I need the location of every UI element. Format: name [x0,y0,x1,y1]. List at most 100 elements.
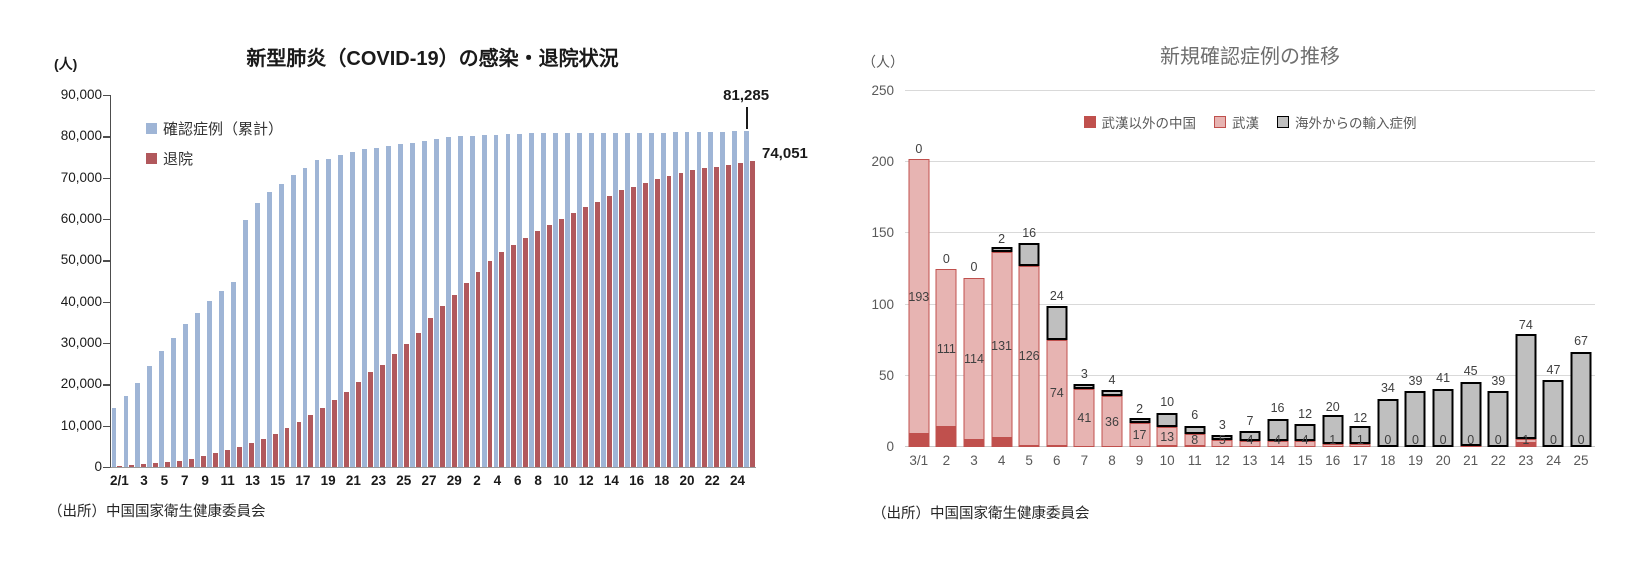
bar-confirmed [290,175,296,467]
bar-confirmed [386,146,392,467]
stacked-bar [1349,426,1371,447]
bar-discharged [368,372,374,467]
day-slot: 3 41 [1071,91,1099,447]
legend-swatch-icon [1277,116,1289,128]
bar-confirmed [457,136,463,467]
segment-china-other [1156,445,1178,447]
bar-confirmed [254,203,260,467]
segment-imported [1156,412,1178,428]
x-tick-label [310,474,320,488]
x-tick-label [170,474,180,488]
x-tick-label [210,474,220,488]
y-tick-mark [103,136,110,138]
label-wuhan-value: 0 [1549,432,1557,447]
day-slot [457,95,469,467]
day-slot [636,95,648,467]
y-tick-mark [103,425,110,428]
day-slot [350,95,362,467]
x-tick-label: 16 [1325,453,1341,468]
segment-imported [1570,351,1592,447]
day-slot: 4 36 [1098,91,1126,447]
stacked-bar [1487,391,1509,447]
label-imported-value: 7 [1246,413,1254,428]
bar-confirmed [493,134,499,467]
day-slot: 39 0 [1484,91,1512,447]
bar-discharged [272,433,278,467]
segment-imported [991,247,1013,252]
segment-china-other [1046,445,1068,447]
bar-confirmed [589,132,594,467]
bar-discharged [690,170,696,467]
stacked-bar [1570,351,1592,447]
x-tick-label: 10 [1159,453,1175,468]
segment-wuhan [1267,441,1289,447]
x-tick-label: 9 [201,473,209,488]
bar-discharged [427,317,433,467]
x-tick-label [644,474,654,488]
y-tick-mark [103,95,110,97]
label-wuhan-value: 131 [991,338,1013,353]
left-chart-title: 新型肺炎（COVID-19）の感染・退院状況 [246,48,619,70]
bar-confirmed [648,132,654,467]
bar-confirmed [565,133,571,467]
segment-wuhan [1129,422,1151,447]
label-wuhan-value: 8 [1191,432,1199,447]
day-slot [565,95,577,467]
day-slot [600,95,612,467]
bar-discharged [296,422,302,467]
bar-discharged [738,162,744,467]
label-imported-value: 16 [1022,225,1037,240]
left-plot-area [110,95,756,468]
day-slot [577,95,589,467]
y-tick-label: 100 [871,296,894,312]
day-slot [290,95,302,467]
segment-china-other [991,438,1013,447]
x-tick-label: 25 [1573,453,1589,468]
bar-discharged [356,381,362,467]
stacked-bar [1073,384,1095,447]
day-slot: 34 0 [1374,91,1402,447]
label-wuhan-value: 193 [908,290,930,305]
bar-discharged [535,231,541,467]
day-slot: 74 1 [1512,91,1540,447]
bar-discharged [678,172,684,467]
label-imported-value: 0 [915,141,923,156]
bar-confirmed [362,149,368,467]
x-tick-label: 25 [396,473,412,488]
x-tick-label: 24 [1545,453,1561,468]
stacked-bar [1046,306,1068,447]
day-slot [207,95,219,467]
cumulative-cases-chart: (人) 新型肺炎（COVID-19）の感染・退院状況 確認症例（累計） 退院 0 1… [30,28,808,548]
stacked-bar [1404,391,1426,447]
legend-item-confirmed: 確認症例（累計） [146,118,283,139]
x-tick-label: 13 [244,473,260,488]
bar-discharged [141,464,147,467]
bar-confirmed [111,407,117,467]
x-tick-label: 6 [1053,453,1061,468]
bar-confirmed [696,131,702,467]
x-tick-label: 4 [493,473,502,488]
left-source-note: （出所）中国国家衛生健康委員会 [48,504,266,520]
gridline [905,161,1595,163]
segment-wuhan [1349,443,1371,447]
left-x-axis: 2/1 3 5 7 9 11 13 15 17 19 21 23 25 27 29 2 4 6 8 10 12 14 16 1… [110,474,755,488]
gridline [905,232,1595,234]
bar-discharged [726,164,732,467]
x-tick-label: 23 [1518,453,1534,468]
annotation-discharged-total: 74,051 [762,144,808,162]
bar-confirmed [553,133,559,467]
day-slot [374,95,386,467]
day-slot: 12 1 [1347,91,1375,447]
label-wuhan-value: 126 [1018,349,1040,364]
segment-china-other [963,439,985,447]
day-slot [589,95,601,467]
label-wuhan-value: 1 [1522,432,1530,447]
legend-swatch-icon [146,153,157,164]
day-slot [433,95,445,467]
x-tick-label [235,474,245,488]
stacked-bar [1432,388,1454,447]
label-wuhan-value: 1 [1356,432,1364,447]
segment-imported [1267,418,1289,442]
label-wuhan-value: 0 [1439,432,1447,447]
